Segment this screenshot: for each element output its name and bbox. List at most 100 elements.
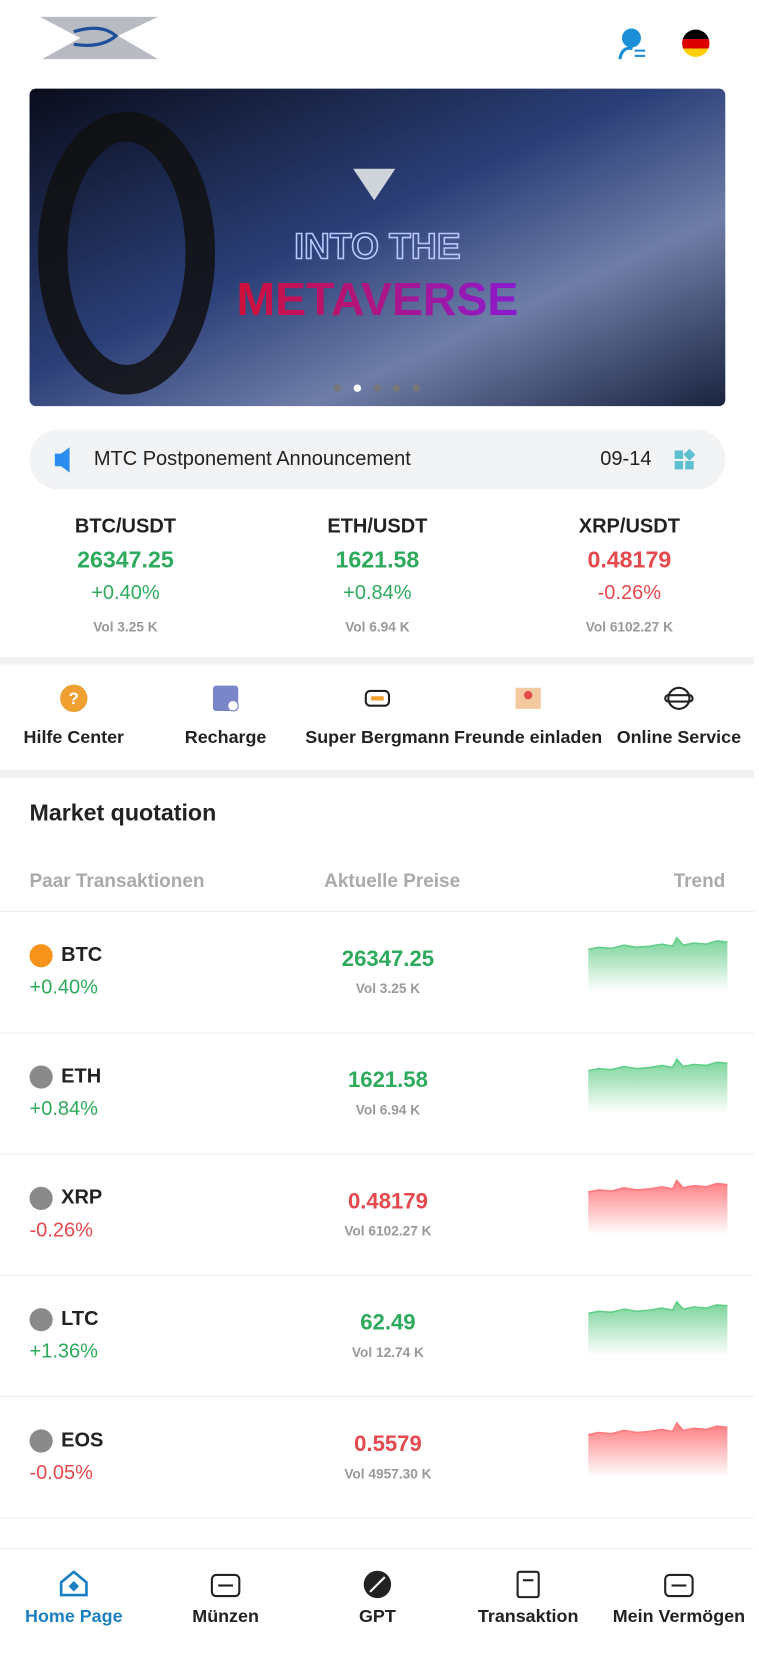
- shortcut[interactable]: Online Service: [617, 686, 741, 747]
- ticker-price: 1621.58: [336, 546, 420, 572]
- sparkline: [588, 1057, 728, 1113]
- icon: [60, 684, 88, 713]
- sparkline-area: [588, 1301, 728, 1356]
- coin-price: 1621.58: [348, 1067, 428, 1092]
- divider: [0, 657, 754, 665]
- sparkline: [588, 1421, 728, 1477]
- market-row[interactable]: EOS -0.05% 0.5579 Vol 4957.30 K: [29, 1421, 728, 1484]
- market-title: Market quotation: [30, 800, 217, 826]
- sparkline-area: [588, 937, 728, 992]
- bottom-nav: [0, 1548, 754, 1653]
- sparkline-area: [588, 1423, 728, 1477]
- nav-label: GPT: [359, 1606, 396, 1626]
- carousel-dots: [333, 384, 421, 392]
- sparkline-area: [588, 1180, 728, 1235]
- coin-vol: Vol 4957.30 K: [344, 1466, 431, 1481]
- logo[interactable]: [40, 16, 159, 60]
- banner[interactable]: INTO THE METAVERSE: [29, 88, 726, 407]
- ticker[interactable]: XRP/USDT 0.48179 -0.26% Vol 6102.27 K: [579, 516, 681, 635]
- announcement[interactable]: MTC Postponement Announcement 09-14: [29, 429, 726, 490]
- shortcut-label: Online Service: [617, 727, 741, 747]
- column-header: Trend: [674, 871, 726, 892]
- icon: [371, 696, 384, 701]
- coin-change: +0.40%: [30, 977, 99, 999]
- market-row[interactable]: ETH +0.84% 1621.58 Vol 6.94 K: [29, 1057, 728, 1120]
- coin-symbol: XRP: [61, 1187, 102, 1209]
- divider: [0, 770, 754, 778]
- account-icon[interactable]: [618, 28, 646, 60]
- icon: [210, 1573, 241, 1598]
- coin-vol: Vol 6.94 K: [356, 1102, 421, 1117]
- coin-icon: [29, 1308, 53, 1332]
- shortcut[interactable]: Freunde einladen: [454, 687, 602, 747]
- coin-symbol: LTC: [61, 1308, 98, 1330]
- icon: [664, 694, 694, 703]
- column-header: Paar Transaktionen: [30, 871, 205, 892]
- shortcut-label: Hilfe Center: [24, 727, 124, 747]
- ticker-pair: BTC/USDT: [75, 516, 177, 538]
- coin-icon: [29, 1186, 53, 1210]
- language-flag[interactable]: [682, 29, 710, 58]
- market-row[interactable]: XRP -0.26% 0.48179 Vol 6102.27 K: [29, 1179, 728, 1241]
- nav-label: Home Page: [25, 1606, 123, 1626]
- coin-change: -0.26%: [30, 1219, 94, 1241]
- market-row[interactable]: BTC +0.40% 26347.25 Vol 3.25 K: [29, 936, 728, 999]
- shortcut-label: Freunde einladen: [454, 727, 602, 747]
- ticker[interactable]: BTC/USDT 26347.25 +0.40% Vol 3.25 K: [75, 516, 177, 635]
- icon: [364, 689, 391, 707]
- ticker-price: 0.48179: [587, 546, 671, 572]
- icon: [227, 699, 239, 712]
- coin-vol: Vol 12.74 K: [352, 1345, 424, 1360]
- nav-item[interactable]: Münzen: [192, 1573, 259, 1626]
- shortcut[interactable]: Recharge: [185, 685, 267, 747]
- coin-change: -0.05%: [30, 1462, 94, 1484]
- banner-line2: METAVERSE: [237, 273, 519, 325]
- coin-vol: Vol 3.25 K: [356, 981, 421, 996]
- coin-price: 62.49: [360, 1310, 415, 1335]
- market-row[interactable]: LTC +1.36% 62.49 Vol 12.74 K: [29, 1300, 728, 1363]
- ticker[interactable]: ETH/USDT 1621.58 +0.84% Vol 6.94 K: [327, 516, 428, 635]
- sparkline-line: [588, 1300, 728, 1315]
- shortcut[interactable]: Super Bergmann: [305, 689, 450, 747]
- sparkline-line: [588, 936, 728, 951]
- ticker-change: +0.84%: [343, 582, 412, 604]
- coin-change: +1.36%: [30, 1341, 99, 1363]
- shortcut[interactable]: ? Hilfe Center: [24, 684, 124, 748]
- announcement-text: MTC Postponement Announcement: [94, 448, 411, 470]
- sparkline-area: [588, 1059, 728, 1113]
- ticker-vol: Vol 6.94 K: [345, 619, 410, 634]
- nav-item[interactable]: Transaktion: [478, 1570, 578, 1626]
- nav-label: Münzen: [192, 1606, 259, 1626]
- nav-item[interactable]: GPT: [359, 1570, 396, 1626]
- shortcut-label: Super Bergmann: [305, 727, 449, 747]
- icon: [516, 1570, 540, 1599]
- sparkline: [588, 1300, 728, 1356]
- sparkline-line: [588, 1179, 728, 1193]
- nav-label: Transaktion: [478, 1606, 578, 1626]
- ticker-price: 26347.25: [77, 546, 174, 572]
- coin-symbol: BTC: [61, 944, 102, 966]
- sparkline: [588, 936, 728, 992]
- banner-line1: INTO THE: [294, 226, 461, 266]
- coin-icon: [29, 944, 53, 968]
- icon: ?: [69, 689, 79, 708]
- coin-symbol: ETH: [61, 1065, 101, 1087]
- coin-price: 26347.25: [342, 946, 434, 971]
- icon: [59, 1570, 88, 1597]
- ticker-change: +0.40%: [91, 582, 160, 604]
- column-header: Aktuelle Preise: [324, 871, 460, 892]
- ticker-pair: ETH/USDT: [327, 516, 428, 538]
- coin-price: 0.48179: [348, 1188, 428, 1213]
- icon: [369, 1576, 386, 1593]
- ticker-pair: XRP/USDT: [579, 516, 681, 538]
- sparkline-line: [588, 1421, 728, 1436]
- coin-price: 0.5579: [354, 1431, 422, 1456]
- coin-symbol: EOS: [61, 1429, 103, 1451]
- nav-item[interactable]: Mein Vermögen: [613, 1573, 745, 1626]
- coin-vol: Vol 6102.27 K: [344, 1224, 431, 1239]
- sparkline-line: [588, 1057, 728, 1072]
- coin-icon: [29, 1429, 53, 1453]
